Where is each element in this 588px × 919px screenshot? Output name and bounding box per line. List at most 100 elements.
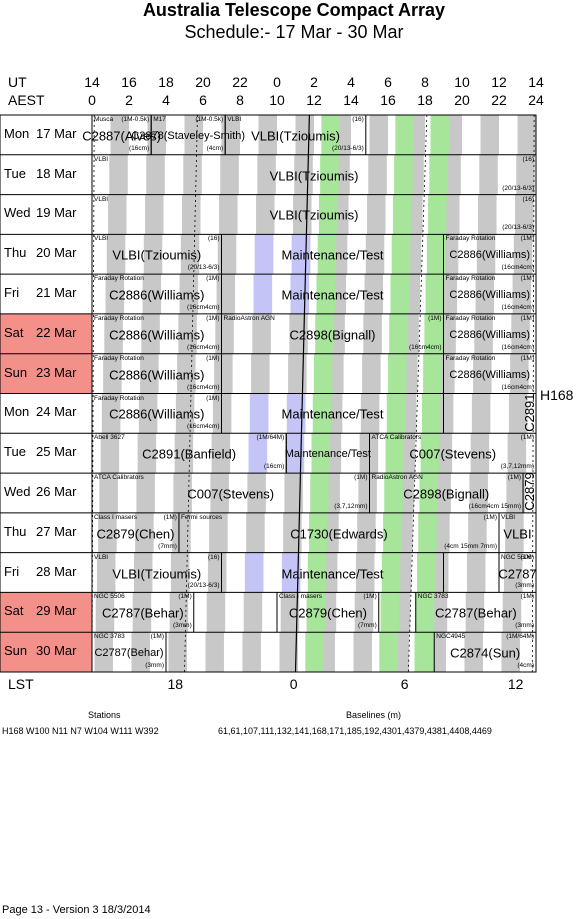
block-band: (7mm): [158, 542, 177, 550]
block-band: (3mm): [145, 662, 164, 669]
day-stripe: [381, 552, 401, 593]
row-date: 26 Mar: [36, 483, 77, 499]
block-config: (1M): [206, 354, 220, 362]
aest-tick: 2: [125, 92, 133, 108]
block-title: C2787(Behar): [102, 605, 184, 621]
row-label: Mon 24 Mar: [4, 404, 90, 419]
aest-tick: 6: [199, 92, 207, 108]
block-band: (20/13-6/3): [187, 582, 220, 590]
block-title: C2886(Williams): [109, 367, 205, 383]
block-source: NGC 5506: [501, 553, 532, 561]
row-day: Thu: [4, 245, 27, 261]
ut-tick: 14: [84, 74, 100, 90]
row-label: Mon 17 Mar: [4, 126, 90, 141]
row-date: 27 Mar: [36, 523, 77, 539]
lst-axis-label: LST: [8, 676, 34, 692]
night-stripe: [251, 353, 270, 394]
lst-line-0: [294, 114, 310, 673]
stations-list: H168 W100 N11 N7 W104 W111 W392: [2, 726, 159, 736]
row-day: Fri: [4, 285, 20, 301]
block-title: VLBI: [503, 526, 532, 542]
block-source: ATCA Calibrators: [371, 434, 422, 442]
night-stripe: [243, 592, 263, 633]
row-day: Tue: [4, 165, 26, 181]
night-stripe: [442, 154, 461, 195]
night-stripe: [401, 274, 421, 314]
block-source: ATCA Calibrators: [94, 474, 144, 482]
night-stripe: [316, 632, 335, 672]
night-stripe: [480, 115, 499, 155]
array-config-label: H168: [540, 387, 574, 403]
block-band: (16cm4cm): [186, 383, 220, 391]
night-stripe: [392, 552, 412, 593]
aest-axis-label: AEST: [8, 92, 45, 108]
night-stripe: [254, 234, 274, 275]
ut-tick: 12: [491, 74, 507, 90]
block-source: NGC4945: [436, 633, 466, 641]
day-stripe: [386, 393, 406, 434]
block-band: (16cm4cm): [186, 423, 220, 431]
row-day: Mon: [4, 404, 30, 420]
block-title: C2886(Williams): [449, 368, 531, 381]
grid-frame: [0, 114, 537, 673]
block-title: C2898(Bignall): [289, 327, 376, 343]
block-band: (16cm4cm 15mm): [468, 502, 522, 510]
ut-tick: 8: [421, 74, 429, 90]
day-stripe: [416, 552, 436, 593]
block-source: Fermi sources: [180, 513, 223, 521]
block-config: (1M/64M): [506, 633, 534, 641]
night-stripe: [471, 393, 491, 434]
block-title: C1730(Edwards): [290, 526, 388, 542]
night-stripe: [205, 632, 224, 672]
night-stripe: [402, 234, 422, 275]
block-band: (3,7,12mm): [334, 502, 368, 510]
night-stripe: [217, 234, 237, 275]
night-stripe: [394, 512, 413, 553]
night-stripe: [517, 115, 536, 155]
block-title: C2891(Banfield): [142, 446, 237, 462]
block-band: (3mm): [172, 622, 192, 630]
block-config: (1M): [520, 593, 534, 601]
night-stripe: [146, 154, 165, 195]
row-label: Fri 28 Mar: [4, 564, 90, 579]
block-title: C2879(Chen): [96, 526, 175, 542]
aest-tick: 20: [454, 92, 470, 108]
night-stripe: [183, 154, 202, 195]
ut-tick: 4: [347, 74, 355, 90]
maintenance-stripe: [253, 274, 273, 314]
row-day: Sun: [4, 643, 28, 659]
block-title: C2787(Behar): [435, 605, 517, 621]
block-band: (16cm4cm): [501, 264, 534, 272]
row-date: 20 Mar: [36, 245, 77, 261]
block-source: Faraday Rotation: [445, 314, 496, 322]
block-source: RadioAstron AGN: [223, 314, 275, 322]
page-title: Australia Telescope Compact Array: [142, 0, 446, 20]
block-title: C2886(Williams): [109, 406, 205, 422]
block-title: VLBI(Tzioumis): [112, 247, 202, 263]
night-stripe: [390, 632, 409, 672]
day-stripe: [391, 234, 411, 275]
row-label: Tue 25 Mar: [4, 444, 90, 459]
block-source: RadioAstron AGN: [371, 474, 423, 482]
block-source: VLBI: [94, 235, 109, 243]
block-band: (16cm4cm): [186, 343, 220, 351]
aest-tick: 8: [236, 92, 244, 108]
maintenance-stripe: [249, 393, 269, 434]
block-band: (16cm): [128, 144, 150, 152]
block-band: (3mm): [515, 582, 534, 590]
block-band: (4cm): [517, 662, 534, 669]
block-title: VLBI(Tzioumis): [269, 168, 359, 184]
block-config: (1M): [354, 474, 368, 482]
day-stripe: [392, 194, 412, 235]
aest-tick: 14: [343, 92, 359, 108]
row-date: 24 Mar: [36, 404, 77, 420]
block-config: (16): [352, 116, 364, 123]
night-stripe: [253, 274, 273, 314]
block-band: (20/13-6/3): [332, 144, 364, 152]
aest-tick: 16: [380, 92, 396, 108]
row-date: 25 Mar: [36, 444, 77, 460]
night-stripe: [362, 353, 381, 394]
row-day: Sat: [4, 324, 24, 340]
block-config: (1M): [206, 275, 220, 283]
block-title: C2898(Bignall): [403, 486, 490, 502]
